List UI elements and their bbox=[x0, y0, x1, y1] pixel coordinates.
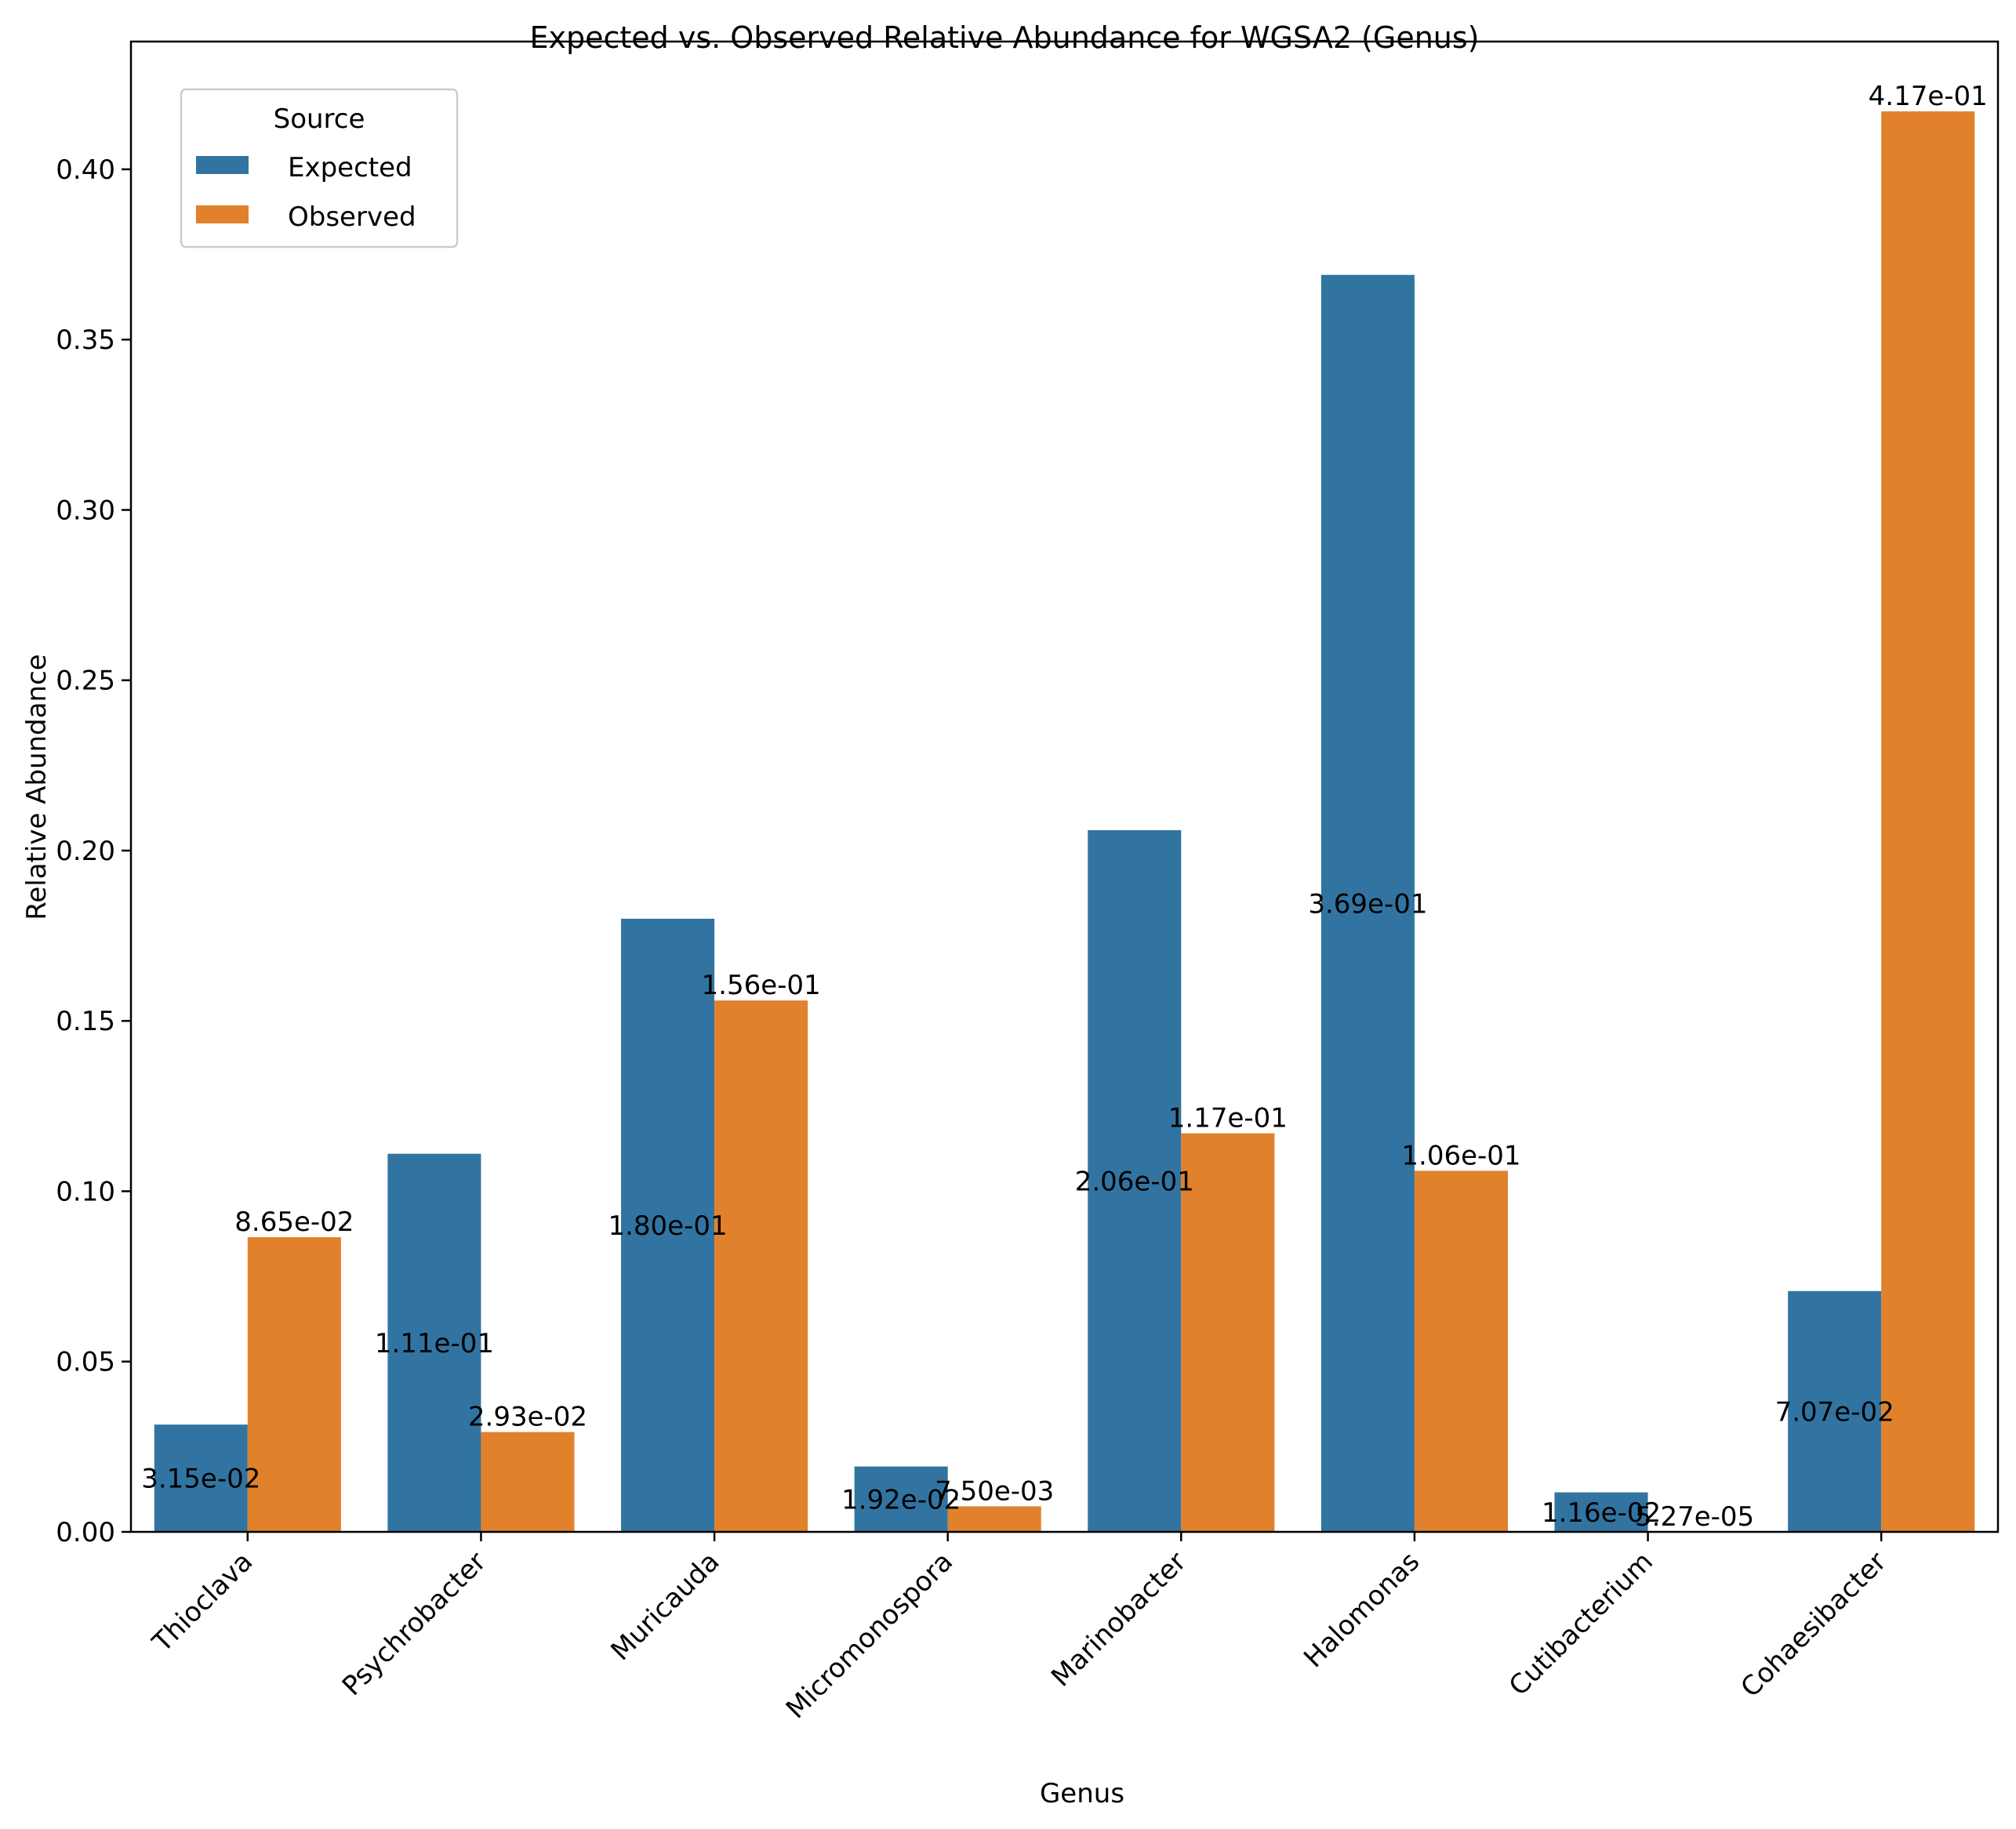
y-axis-label: Relative Abundance bbox=[21, 654, 53, 920]
data-label-observed-halomonas: 1.06e-01 bbox=[1401, 1140, 1520, 1171]
y-tick-label: 0.25 bbox=[56, 666, 115, 697]
bar-expected-thioclava bbox=[154, 1424, 248, 1532]
plot-frame bbox=[129, 40, 2000, 1533]
data-label-observed-cohaesibacter: 4.17e-01 bbox=[1869, 81, 1988, 112]
y-tick-label: 0.30 bbox=[56, 495, 115, 526]
chart-title: Expected vs. Observed Relative Abundance… bbox=[529, 20, 1479, 55]
y-tick-label: 0.40 bbox=[56, 154, 115, 186]
bar-expected-psychrobacter bbox=[387, 1153, 481, 1532]
data-label-expected-micromonospora: 1.92e-02 bbox=[841, 1484, 961, 1515]
x-axis-label: Genus bbox=[1040, 1778, 1124, 1809]
data-label-observed-muricauda: 1.56e-01 bbox=[702, 970, 821, 1001]
legend-box bbox=[180, 88, 459, 249]
bar-observed-thioclava bbox=[247, 1237, 341, 1532]
legend-swatch-observed bbox=[196, 205, 249, 223]
bar-observed-micromonospora bbox=[947, 1506, 1041, 1532]
data-label-observed-micromonospora: 7.50e-03 bbox=[935, 1475, 1054, 1507]
y-tick-label: 0.35 bbox=[56, 325, 115, 356]
bar-expected-muricauda bbox=[621, 918, 715, 1532]
bars-layer bbox=[154, 111, 1975, 1532]
data-label-expected-halomonas: 3.69e-01 bbox=[1308, 888, 1427, 920]
data-label-observed-psychrobacter: 2.93e-02 bbox=[468, 1402, 587, 1433]
bar-expected-halomonas bbox=[1320, 274, 1415, 1532]
legend-title: Source bbox=[274, 103, 365, 135]
data-label-observed-thioclava: 8.65e-02 bbox=[234, 1207, 354, 1238]
bar-expected-marinobacter bbox=[1088, 829, 1182, 1532]
data-label-expected-psychrobacter: 1.11e-01 bbox=[375, 1328, 494, 1359]
y-tick-label: 0.20 bbox=[56, 836, 115, 867]
bar-observed-psychrobacter bbox=[481, 1432, 575, 1532]
data-label-expected-thioclava: 3.15e-02 bbox=[141, 1464, 260, 1495]
y-tick-label: 0.05 bbox=[56, 1347, 115, 1378]
bar-expected-cohaesibacter bbox=[1788, 1290, 1882, 1532]
y-axis: 0.00 0.05 0.10 0.15 0.20 0.25 0.30 0.35 0.40 bbox=[56, 154, 131, 1548]
data-label-observed-marinobacter: 1.17e-01 bbox=[1168, 1103, 1288, 1134]
legend-label-observed: Observed bbox=[288, 201, 416, 233]
bar-observed-halomonas bbox=[1414, 1170, 1508, 1532]
data-labels: 3.15e-02 8.65e-02 1.11e-01 2.93e-02 1.80e-01… bbox=[141, 81, 1988, 1533]
bar-observed-cohaesibacter bbox=[1881, 111, 1975, 1532]
bar-expected-micromonospora bbox=[854, 1466, 948, 1532]
y-tick-label: 0.15 bbox=[56, 1006, 115, 1037]
data-label-observed-cutibacterium: 5.27e-05 bbox=[1635, 1501, 1754, 1533]
legend-label-expected: Expected bbox=[288, 152, 412, 183]
bar-expected-cutibacterium bbox=[1554, 1492, 1648, 1532]
data-label-expected-cutibacterium: 1.16e-02 bbox=[1542, 1497, 1661, 1529]
data-label-expected-muricauda: 1.80e-01 bbox=[608, 1210, 727, 1242]
data-label-expected-cohaesibacter: 7.07e-02 bbox=[1775, 1396, 1894, 1428]
y-tick-label: 0.10 bbox=[56, 1176, 115, 1207]
bar-observed-marinobacter bbox=[1181, 1133, 1275, 1532]
data-label-expected-marinobacter: 2.06e-01 bbox=[1075, 1166, 1194, 1197]
bar-observed-muricauda bbox=[714, 1000, 808, 1532]
legend[interactable]: Source Expected Observed bbox=[180, 88, 459, 249]
y-tick-label: 0.00 bbox=[56, 1517, 115, 1548]
legend-swatch-expected bbox=[196, 156, 249, 174]
